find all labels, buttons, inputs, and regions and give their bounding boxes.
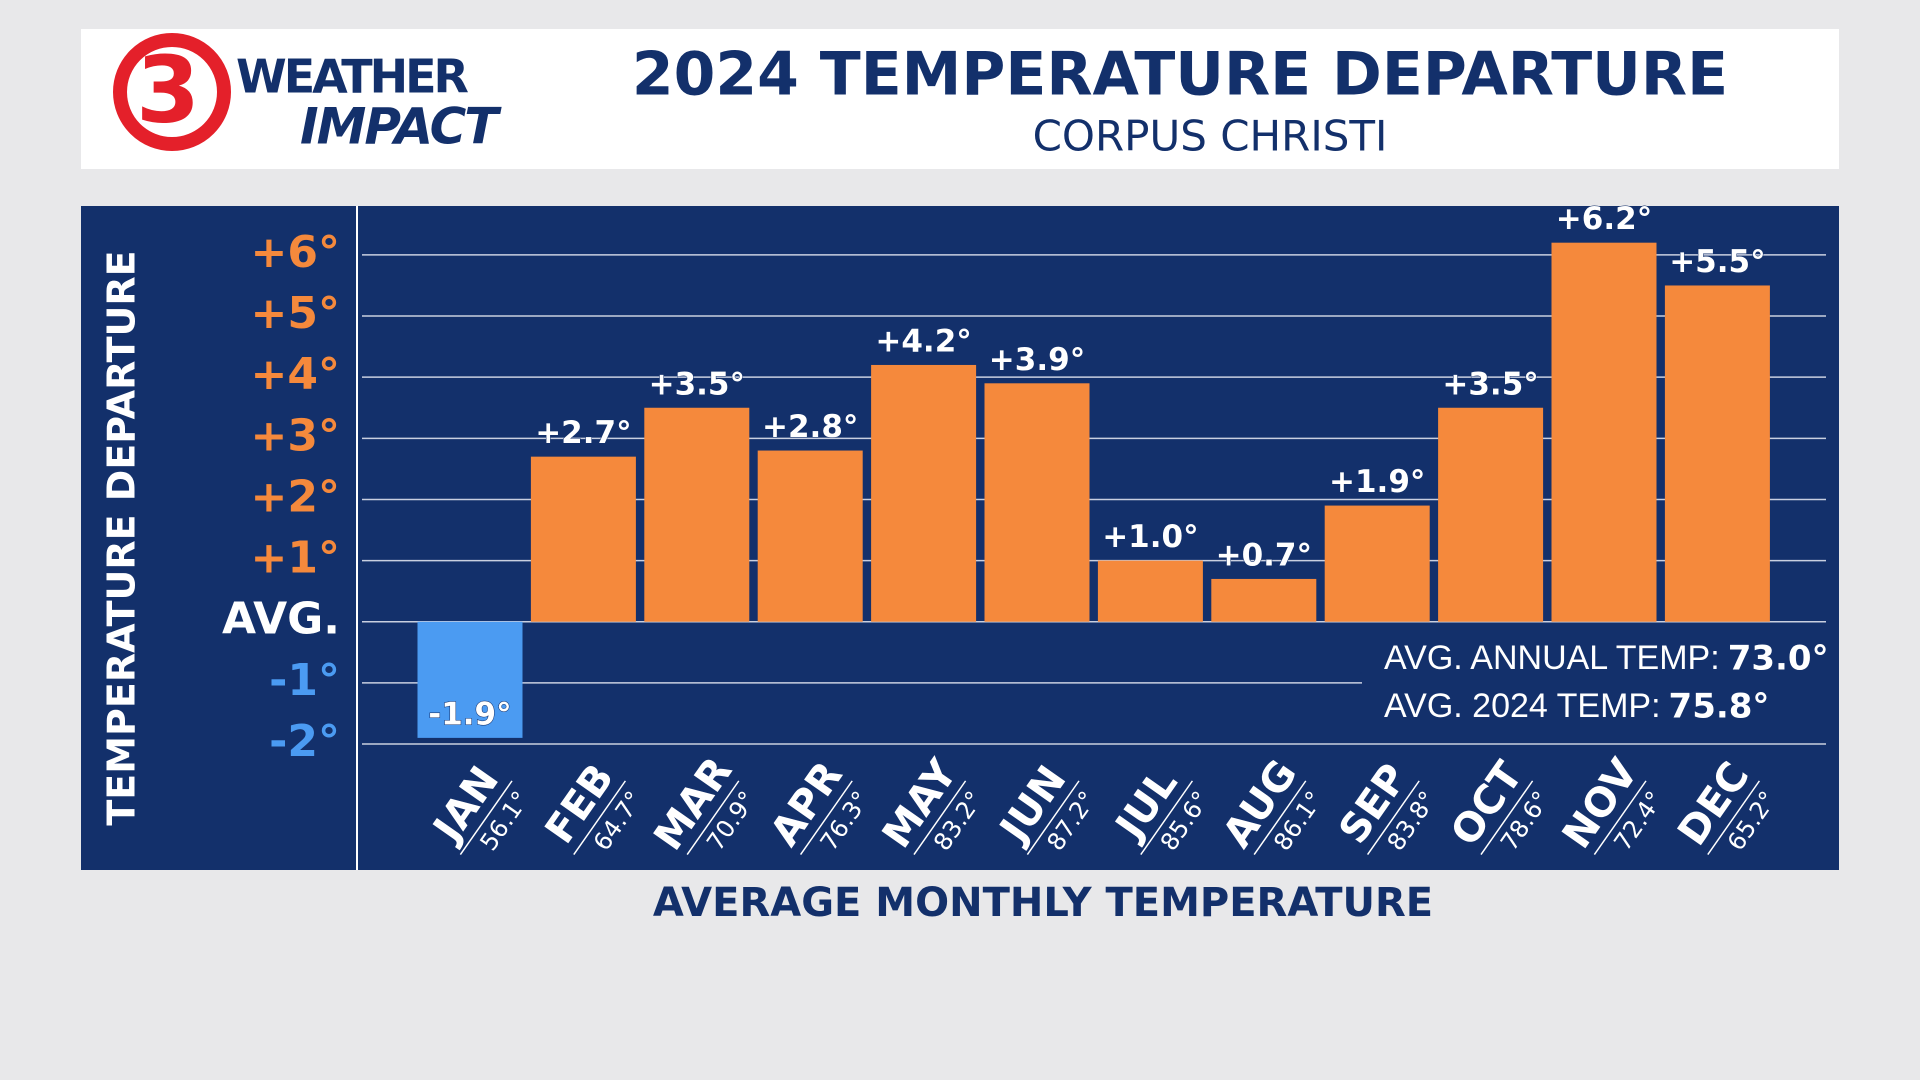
y-axis-label: TEMPERATURE DEPARTURE — [100, 250, 144, 825]
value-label: +3.5° — [649, 366, 745, 402]
x-tick-rule — [1593, 780, 1647, 856]
logo-line2: IMPACT — [300, 98, 502, 156]
x-tick-rule — [913, 780, 967, 856]
x-tick-rule — [1253, 780, 1307, 856]
logo-line1: WEATHER — [236, 50, 468, 104]
x-axis-label: AVERAGE MONTHLY TEMPERATURE — [653, 880, 1433, 926]
value-label: +4.2° — [875, 323, 971, 359]
annotation-value: 73.0° — [1728, 639, 1829, 679]
value-label: +2.8° — [762, 409, 858, 445]
annotation-label: AVG. ANNUAL TEMP: — [1384, 639, 1720, 677]
y-tick-label: +4° — [251, 349, 340, 400]
bar — [1438, 407, 1544, 622]
y-tick-label: +6° — [251, 227, 340, 278]
value-label: +0.7° — [1216, 537, 1312, 573]
value-label: +6.2° — [1556, 201, 1652, 237]
x-tick-rule — [1707, 780, 1761, 856]
x-tick-rule — [1026, 780, 1080, 856]
x-tick-rule — [573, 780, 627, 856]
bar — [1211, 578, 1317, 622]
bar — [757, 450, 863, 622]
value-label: +3.5° — [1442, 366, 1538, 402]
x-tick-rule — [1140, 780, 1194, 856]
y-tick-label: +1° — [251, 533, 340, 584]
bar — [1551, 242, 1657, 622]
y-tick-label: +2° — [251, 471, 340, 522]
y-tick-label: +5° — [251, 288, 340, 339]
bar — [530, 456, 636, 622]
bar — [417, 621, 523, 738]
logo-ring — [113, 33, 231, 151]
annotation-value: 75.8° — [1669, 687, 1770, 727]
bar — [984, 383, 1090, 622]
value-label: +2.7° — [535, 415, 631, 451]
x-tick-rule — [686, 780, 740, 856]
value-label: +3.9° — [989, 342, 1085, 378]
annotation-box — [1362, 636, 1838, 740]
x-tick-rule — [1366, 780, 1420, 856]
value-label: +1.0° — [1102, 519, 1198, 555]
y-tick-label: AVG. — [222, 594, 340, 645]
y-tick-label: -2° — [269, 716, 340, 767]
y-tick-label: -1° — [269, 655, 340, 706]
x-tick-rule — [1480, 780, 1534, 856]
bar — [1324, 505, 1430, 622]
value-label: -1.9° — [428, 696, 511, 732]
chart-subtitle: CORPUS CHRISTI — [1033, 112, 1388, 161]
bar — [871, 364, 977, 622]
annotation-label: AVG. 2024 TEMP: — [1384, 687, 1661, 725]
value-label: +1.9° — [1329, 464, 1425, 500]
y-tick-label: +3° — [251, 410, 340, 461]
header-box — [81, 29, 1839, 169]
chart-title: 2024 TEMPERATURE DEPARTURE — [632, 40, 1728, 110]
x-tick-rule — [799, 780, 853, 856]
bar — [1664, 285, 1770, 622]
x-tick-rule — [459, 780, 513, 856]
logo-number: 3 — [136, 36, 200, 143]
value-label: +5.5° — [1669, 244, 1765, 280]
bar — [644, 407, 750, 622]
bar — [1097, 560, 1203, 622]
